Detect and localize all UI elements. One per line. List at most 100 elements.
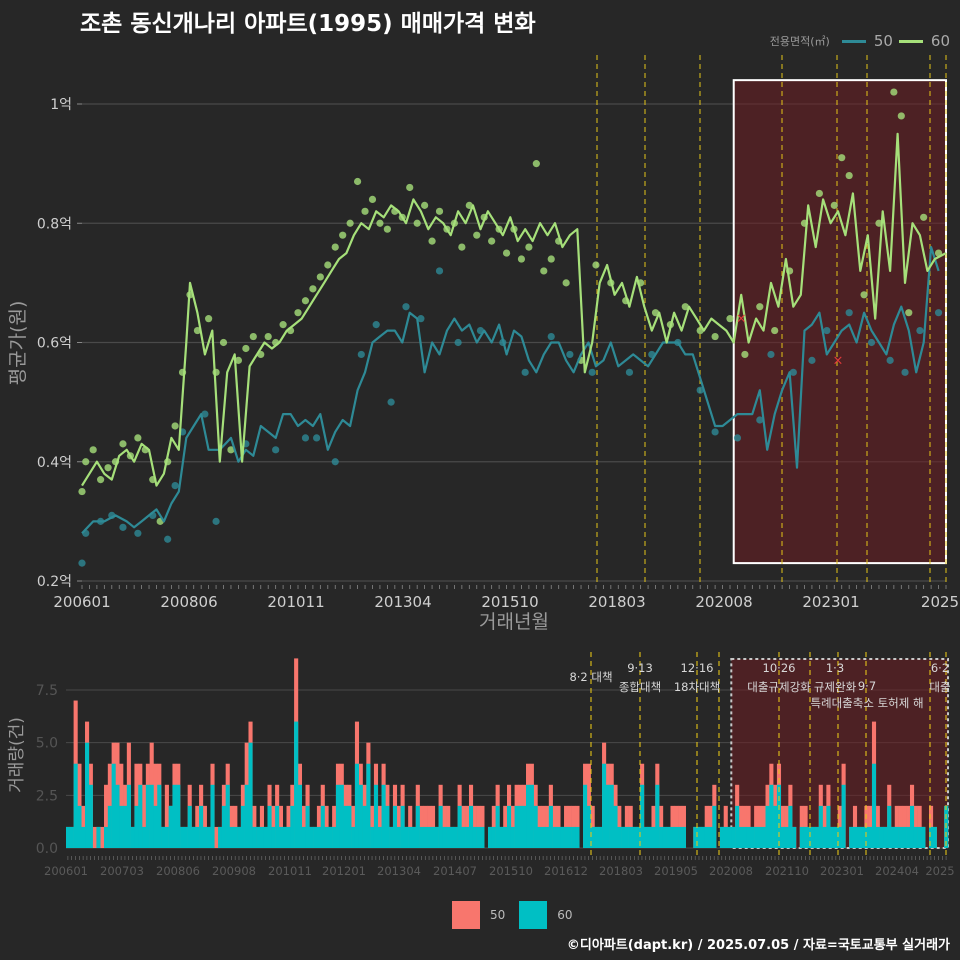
scatter-point-50 [78, 559, 86, 567]
bar-60 [871, 763, 877, 848]
y-axis-title: 평균가(원) [7, 301, 29, 386]
bar-60 [723, 826, 728, 848]
bar-60 [773, 805, 778, 848]
scatter-point-50 [313, 434, 321, 442]
bar-50 [92, 826, 97, 848]
bar-60 [351, 826, 356, 848]
scatter-point-50 [134, 529, 142, 537]
bar-legend-item-60: 60 [519, 901, 573, 929]
scatter-point-60 [711, 332, 719, 341]
bar-60 [792, 826, 797, 848]
scatter-point-60 [242, 344, 250, 353]
bar-60 [621, 826, 626, 848]
bar-60 [123, 805, 128, 848]
bar-60 [343, 805, 348, 848]
bar-60 [757, 826, 763, 848]
scatter-point-50 [789, 368, 797, 376]
bar-60 [507, 805, 512, 848]
bar-60 [142, 826, 147, 848]
policy-date-3: 10·26 [763, 661, 796, 675]
bar-60 [309, 826, 314, 848]
scatter-point-60 [890, 88, 898, 96]
scatter-point-60 [301, 297, 310, 305]
bar-60 [765, 805, 770, 848]
bar-60 [119, 805, 124, 848]
bar-60 [385, 805, 390, 848]
scatter-point-60 [771, 326, 779, 335]
scatter-point-60 [339, 231, 347, 239]
scatter-point-50 [547, 332, 555, 341]
legend-title: 전용면적(㎡) [769, 35, 830, 48]
scatter-point-60 [309, 285, 317, 293]
bar-x-tick-label: 202110 [765, 864, 809, 878]
scatter-point-50 [823, 326, 831, 335]
scatter-point-50 [934, 309, 943, 317]
bar-60 [590, 826, 595, 848]
bar-60 [860, 826, 865, 848]
bar-60 [708, 826, 713, 848]
x-tick-label: 2025 [921, 593, 959, 611]
bar-60 [906, 826, 911, 848]
bar-60 [921, 826, 926, 848]
scatter-point-50 [454, 338, 462, 347]
scatter-point-60 [860, 291, 868, 299]
bar-legend-item-50: 50 [452, 901, 505, 929]
scatter-point-60 [435, 207, 444, 215]
bar-60 [784, 826, 789, 848]
scatter-point-60 [830, 201, 838, 209]
bar-60 [651, 826, 656, 848]
scatter-point-60 [346, 219, 354, 227]
bar-60 [305, 805, 310, 848]
bar-60 [218, 826, 223, 848]
bar-60 [145, 784, 150, 848]
bar-60 [697, 826, 702, 848]
bar-60 [522, 805, 527, 848]
scatter-point-60 [376, 219, 384, 227]
bar-60 [233, 826, 238, 848]
bar-60 [161, 826, 166, 848]
bar-60 [564, 826, 569, 848]
bar-60 [69, 826, 74, 848]
bar-50 [100, 826, 105, 848]
bar-x-tick-label: 201011 [268, 864, 312, 878]
bar-60 [263, 826, 268, 848]
bar-60 [88, 784, 93, 848]
scatter-point-60 [756, 303, 764, 311]
bar-50 [104, 784, 109, 848]
scatter-point-60 [502, 249, 511, 257]
scatter-point-60 [726, 315, 734, 323]
scatter-point-50 [331, 458, 339, 466]
bar-60 [537, 826, 542, 848]
policy-date-1: 9·13 [627, 661, 653, 675]
bar-60 [240, 805, 245, 848]
policy-label-5: 특례대출축소 토허제 해 [810, 696, 923, 710]
bar-60 [894, 826, 899, 848]
bar-60 [818, 805, 823, 848]
bar-60 [430, 826, 436, 848]
bar-60 [556, 826, 561, 848]
bar-60 [259, 826, 264, 848]
scatter-point-60 [473, 231, 481, 239]
scatter-point-60 [368, 195, 377, 203]
bar-60 [849, 826, 854, 848]
scatter-point-60 [264, 332, 272, 341]
bar-60 [594, 826, 599, 848]
scatter-point-50 [372, 321, 380, 329]
x-tick-label: 201011 [267, 593, 324, 611]
y-tick-label: 0.6억 [37, 336, 72, 352]
scatter-point-60 [741, 350, 749, 359]
bar-60 [932, 826, 937, 848]
scatter-point-50 [387, 398, 395, 406]
bar-60 [887, 805, 892, 848]
bar-60 [396, 826, 401, 848]
bar-60 [567, 826, 572, 848]
scatter-point-60 [815, 189, 823, 198]
bar-60 [449, 826, 455, 848]
scatter-point-60 [488, 237, 496, 245]
bar-60 [381, 784, 386, 848]
bar-60 [415, 805, 420, 848]
bar-60 [811, 826, 816, 848]
scatter-point-60 [547, 255, 555, 263]
scatter-point-60 [171, 422, 179, 430]
x-tick-label: 202301 [802, 593, 859, 611]
